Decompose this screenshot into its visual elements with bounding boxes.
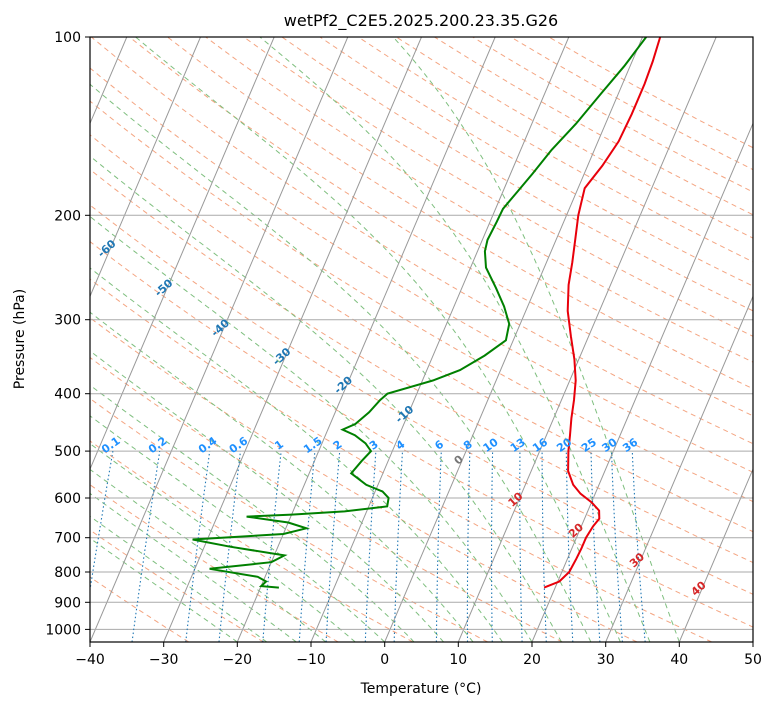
isotherm	[90, 37, 201, 298]
mixing-ratio-line	[298, 451, 316, 642]
y-tick-label: 1000	[45, 622, 81, 638]
y-tick-label: 800	[54, 565, 81, 581]
isotherm	[605, 295, 753, 642]
x-tick-label: 20	[523, 652, 541, 668]
x-tick-label: −40	[75, 652, 105, 668]
dry-adiabat	[90, 356, 563, 642]
plot-frame	[89, 36, 754, 643]
dry-adiabat	[90, 484, 339, 642]
y-tick-label: 500	[54, 444, 81, 460]
isotherm	[163, 37, 422, 642]
x-tick-label: 50	[744, 652, 762, 668]
dry-adiabat	[90, 67, 753, 473]
dry-adiabat	[205, 37, 753, 363]
dry-adiabat	[90, 241, 753, 628]
y-axis: 100 200 300 400 500 600 700 800 900 1000	[45, 30, 90, 638]
plot-area	[90, 37, 753, 642]
x-tick-label: 40	[670, 652, 688, 668]
dry-adiabat	[90, 168, 753, 564]
isotherm	[236, 37, 496, 642]
mixing-ratio-line	[262, 451, 282, 642]
isotherm	[310, 37, 570, 642]
moist-adiabat	[90, 415, 386, 642]
x-tick-label: 10	[449, 652, 467, 668]
x-tick-label: −20	[223, 652, 253, 668]
y-tick-label: 400	[54, 387, 81, 403]
x-axis: −40 −30 −20 −10 0 10 20 30 40 50	[75, 642, 762, 668]
mixing-ratio-line	[185, 451, 211, 642]
x-tick-label: 0	[380, 652, 389, 668]
moist-adiabat	[90, 83, 592, 642]
isotherm	[90, 37, 275, 471]
dry-adiabat	[90, 134, 753, 533]
dry-adiabat	[90, 204, 753, 595]
isotherm	[90, 37, 349, 642]
temperature-profile	[543, 37, 662, 589]
moist-adiabat	[90, 155, 562, 642]
moist-adiabat	[392, 37, 680, 642]
y-tick-label: 600	[54, 491, 81, 507]
mixing-ratio-line	[218, 451, 242, 642]
moist-adiabat	[90, 468, 327, 642]
moist-adiabat	[90, 350, 444, 642]
y-tick-label: 700	[54, 531, 81, 547]
isotherm	[678, 467, 753, 642]
y-tick-label: 300	[54, 313, 81, 329]
mixing-ratio-line	[131, 451, 161, 642]
moist-adiabat	[90, 215, 533, 642]
x-axis-label: Temperature (°C)	[360, 681, 482, 697]
moist-adiabat	[90, 267, 503, 642]
x-tick-label: −30	[149, 652, 179, 668]
dry-adiabat	[281, 37, 753, 312]
isotherm	[531, 122, 753, 642]
y-tick-label: 100	[54, 30, 81, 46]
moist-adiabat	[259, 37, 651, 642]
mixing-ratio-line	[90, 451, 114, 594]
moist-adiabat	[135, 37, 621, 642]
moist-adiabat	[90, 384, 415, 642]
x-tick-label: −10	[296, 652, 326, 668]
isotherm	[457, 37, 717, 642]
mixing-ratio-line	[631, 451, 646, 642]
moist-adiabat	[90, 515, 268, 642]
y-tick-label: 900	[54, 595, 81, 611]
dewpoint-profile	[192, 37, 647, 589]
y-axis-label: Pressure (hPa)	[12, 289, 28, 389]
chart-title: wetPf2_C2E5.2025.200.23.35.G26	[284, 11, 558, 31]
y-tick-label: 200	[54, 208, 81, 224]
x-tick-label: 30	[597, 652, 615, 668]
dry-adiabat	[90, 397, 488, 642]
moist-adiabat	[90, 443, 356, 642]
isotherm	[384, 37, 643, 642]
